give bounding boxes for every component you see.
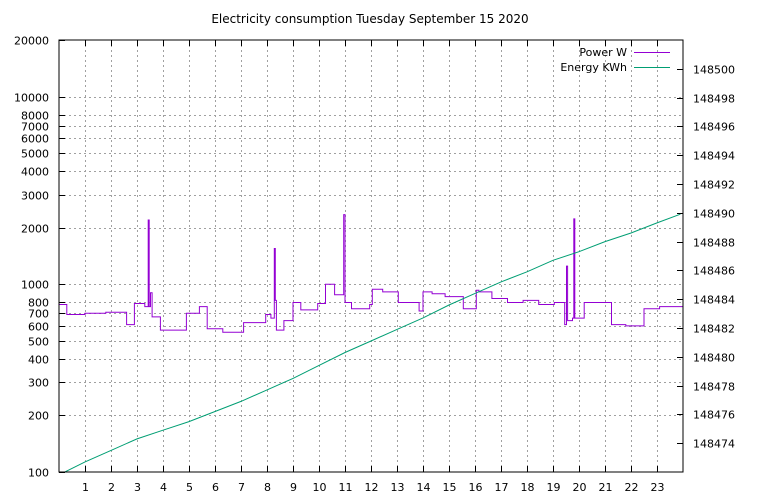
y-tick-label: 400 [28, 354, 49, 367]
y2-tick-label: 148474 [693, 438, 735, 451]
y-tick-label: 6000 [21, 133, 49, 146]
x-tick-label: 1 [82, 481, 89, 494]
y-tick-label: 4000 [21, 166, 49, 179]
x-tick-label: 23 [651, 481, 665, 494]
axes: 1 2 3 4 5 6 7 8 9 10 11 12 13 14 15 16 17 18 19 20 21 22 23100… [14, 35, 735, 495]
y2-tick-label: 148486 [693, 265, 735, 278]
plot-area [59, 213, 683, 472]
y-tick-label: 7000 [21, 121, 49, 134]
y-tick-label: 3000 [21, 190, 49, 203]
x-tick-label: 8 [264, 481, 271, 494]
x-tick-label: 13 [391, 481, 405, 494]
y-tick-label: 8000 [21, 110, 49, 123]
x-tick-label: 17 [495, 481, 509, 494]
x-tick-label: 7 [238, 481, 245, 494]
x-tick-label: 3 [134, 481, 141, 494]
legend-label: Power W [579, 46, 627, 59]
x-tick-label: 11 [339, 481, 353, 494]
y-tick-label: 300 [28, 377, 49, 390]
x-tick-label: 14 [417, 481, 431, 494]
x-tick-label: 22 [625, 481, 639, 494]
y2-tick-label: 148476 [693, 409, 735, 422]
y2-tick-label: 148494 [693, 150, 735, 163]
y2-tick-label: 148488 [693, 237, 735, 250]
chart-title: Electricity consumption Tuesday Septembe… [211, 12, 528, 26]
y-tick-label: 100 [28, 467, 49, 480]
grid [59, 40, 683, 472]
y2-tick-label: 148492 [693, 179, 735, 192]
y2-tick-label: 148496 [693, 121, 735, 134]
legend: Power W Energy KWh [560, 46, 670, 74]
y-tick-label: 5000 [21, 148, 49, 161]
series-line-1 [63, 213, 681, 472]
y-tick-label: 1000 [21, 279, 49, 292]
x-tick-label: 6 [212, 481, 219, 494]
y-tick-label: 2000 [21, 223, 49, 236]
y2-tick-label: 148478 [693, 381, 735, 394]
y-tick-label: 600 [28, 321, 49, 334]
x-tick-label: 9 [290, 481, 297, 494]
y-tick-label: 200 [28, 410, 49, 423]
y-tick-label: 700 [28, 308, 49, 321]
x-tick-label: 21 [599, 481, 613, 494]
x-tick-label: 18 [521, 481, 535, 494]
y-tick-label: 20000 [14, 35, 49, 48]
y2-tick-label: 148480 [693, 352, 735, 365]
y2-tick-label: 148482 [693, 323, 735, 336]
y2-tick-label: 148500 [693, 64, 735, 77]
x-tick-label: 12 [365, 481, 379, 494]
x-tick-label: 20 [573, 481, 587, 494]
series-line-0 [59, 214, 683, 333]
x-tick-label: 10 [313, 481, 327, 494]
y-tick-label: 10000 [14, 92, 49, 105]
x-tick-label: 2 [108, 481, 115, 494]
x-tick-label: 15 [443, 481, 457, 494]
y-tick-label: 800 [28, 297, 49, 310]
x-tick-label: 4 [160, 481, 167, 494]
x-tick-label: 16 [469, 481, 483, 494]
y-tick-label: 500 [28, 336, 49, 349]
x-tick-label: 5 [186, 481, 193, 494]
x-tick-label: 19 [547, 481, 561, 494]
legend-label: Energy KWh [560, 61, 627, 74]
y2-tick-label: 148498 [693, 93, 735, 106]
y2-tick-label: 148490 [693, 208, 735, 221]
y2-tick-label: 148484 [693, 294, 735, 307]
